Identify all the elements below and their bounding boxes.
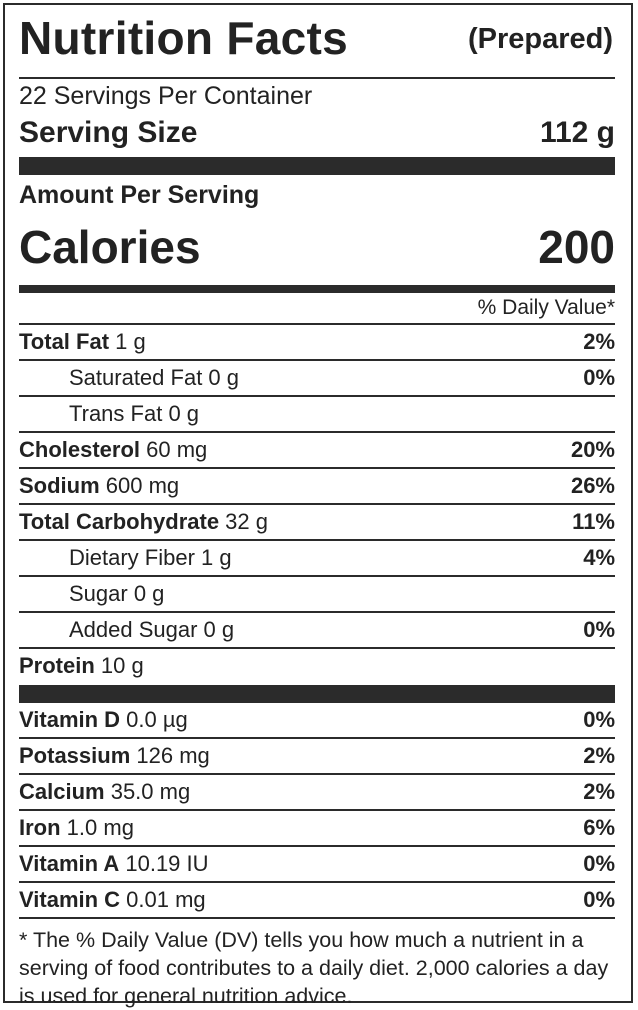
nutrient-row: Total Fat 1 g 2% [19, 323, 615, 359]
divider [19, 77, 615, 79]
nutrient-row: Vitamin D 0.0 µg 0% [19, 703, 615, 737]
nutrient-name: Vitamin C [19, 887, 121, 912]
nutrient-amount: 10 g [94, 653, 144, 678]
nutrient-amount: 0 g [202, 365, 240, 390]
thick-divider-vitamins [19, 685, 615, 703]
divider-footnote [19, 917, 615, 919]
nutrient-row: Vitamin C 0.01 mg 0% [19, 881, 615, 917]
daily-value-percent: 0% [583, 851, 615, 876]
nutrient-amount: 0 g [197, 617, 235, 642]
nutrient-amount: 126 mg [130, 743, 210, 768]
nutrient-label: Total Fat 1 g [19, 325, 146, 359]
nutrient-row: Dietary Fiber 1 g 4% [19, 539, 615, 575]
title-row: Nutrition Facts (Prepared) [19, 5, 615, 77]
daily-value-percent: 11% [572, 509, 615, 534]
nutrient-label: Cholesterol 60 mg [19, 433, 207, 467]
nutrient-row: Sugar 0 g [19, 575, 615, 611]
nutrient-name: Iron [19, 815, 61, 840]
nutrient-label: Vitamin A 10.19 IU [19, 847, 209, 881]
daily-value-percent: 0% [583, 617, 615, 642]
nutrient-label: Total Carbohydrate 32 g [19, 505, 268, 539]
nutrient-row: Vitamin A 10.19 IU 0% [19, 845, 615, 881]
serving-size-row: Serving Size 112 g [19, 113, 615, 157]
daily-value-percent: 6% [583, 815, 615, 840]
nutrient-amount: 1.0 mg [60, 815, 134, 840]
nutrient-row: Iron 1.0 mg 6% [19, 809, 615, 845]
nutrient-label: Protein 10 g [19, 649, 144, 683]
daily-value-percent: 0% [583, 887, 615, 912]
nutrient-amount: 35.0 mg [104, 779, 191, 804]
nutrient-label: Trans Fat 0 g [19, 397, 199, 431]
nutrient-list: Total Fat 1 g 2% Saturated Fat 0 g 0% Trans … [19, 323, 615, 683]
nutrient-name: Total Carbohydrate [19, 509, 220, 534]
nutrient-label: Dietary Fiber 1 g [19, 541, 232, 575]
nutrient-label: Added Sugar 0 g [19, 613, 234, 647]
footnote: * The % Daily Value (DV) tells you how m… [19, 928, 609, 1008]
daily-value-percent: 2% [583, 779, 615, 804]
nutrient-label: Sugar 0 g [19, 577, 164, 611]
nutrient-row: Protein 10 g [19, 647, 615, 683]
amount-per-serving: Amount Per Serving [19, 181, 260, 209]
label-title: Nutrition Facts [19, 12, 349, 64]
nutrient-label: Saturated Fat 0 g [19, 361, 239, 395]
nutrient-amount: 0 g [162, 401, 200, 426]
nutrient-amount: 10.19 IU [119, 851, 209, 876]
nutrient-name: Added Sugar [69, 617, 198, 642]
nutrient-row: Calcium 35.0 mg 2% [19, 773, 615, 809]
nutrient-label: Iron 1.0 mg [19, 811, 134, 845]
nutrient-name: Vitamin A [19, 851, 120, 876]
daily-value-percent: 2% [583, 743, 615, 768]
nutrient-name: Potassium [19, 743, 131, 768]
daily-value-percent: 4% [583, 545, 615, 570]
nutrient-label: Calcium 35.0 mg [19, 775, 190, 809]
nutrient-amount: 1 g [109, 329, 146, 354]
nutrient-row: Trans Fat 0 g [19, 395, 615, 431]
nutrient-name: Total Fat [19, 329, 110, 354]
daily-value-percent: 2% [583, 329, 615, 354]
nutrient-row: Potassium 126 mg 2% [19, 737, 615, 773]
prepared-qualifier: (Prepared) [467, 23, 613, 55]
nutrient-name: Dietary Fiber [69, 545, 195, 570]
serving-size-label: Serving Size [19, 116, 198, 149]
medium-divider [19, 285, 615, 293]
nutrient-name: Sodium [19, 473, 100, 498]
nutrient-name: Cholesterol [19, 437, 141, 462]
nutrient-name: Vitamin D [19, 707, 121, 732]
servings-per-container: 22 Servings Per Container [19, 82, 313, 110]
nutrient-name: Sugar [69, 581, 128, 606]
nutrient-amount: 1 g [194, 545, 232, 570]
daily-value-percent: 0% [583, 707, 615, 732]
daily-value-header: % Daily Value* [477, 296, 615, 319]
thick-divider [19, 157, 615, 175]
nutrient-row: Cholesterol 60 mg 20% [19, 431, 615, 467]
nutrient-amount: 0.01 mg [120, 887, 206, 912]
nutrient-name: Saturated Fat [69, 365, 203, 390]
daily-value-percent: 20% [570, 437, 615, 462]
vitamin-list: Vitamin D 0.0 µg 0% Potassium 126 mg 2% Calc… [19, 703, 615, 917]
nutrient-name: Trans Fat [69, 401, 163, 426]
nutrient-label: Vitamin C 0.01 mg [19, 883, 206, 917]
daily-value-percent: 0% [583, 365, 615, 390]
nutrient-row: Sodium 600 mg 26% [19, 467, 615, 503]
nutrient-amount: 600 mg [99, 473, 180, 498]
nutrient-row: Total Carbohydrate 32 g 11% [19, 503, 615, 539]
nutrient-amount: 0.0 µg [120, 707, 188, 732]
nutrient-name: Protein [19, 653, 95, 678]
nutrient-row: Added Sugar 0 g 0% [19, 611, 615, 647]
nutrient-amount: 0 g [127, 581, 165, 606]
nutrient-amount: 32 g [219, 509, 268, 534]
label-content: Nutrition Facts (Prepared) 22 Servings P… [19, 5, 615, 1010]
nutrition-facts-label: Nutrition Facts (Prepared) 22 Servings P… [3, 3, 633, 1008]
nutrient-label: Potassium 126 mg [19, 739, 210, 773]
daily-value-percent: 26% [570, 473, 615, 498]
nutrient-row: Saturated Fat 0 g 0% [19, 359, 615, 395]
calories-label: Calories [19, 221, 201, 273]
calories-row: Calories 200 [19, 215, 615, 285]
serving-size-value: 112 g [539, 116, 615, 149]
nutrient-label: Sodium 600 mg [19, 469, 179, 503]
calories-value: 200 [538, 221, 615, 273]
nutrient-name: Calcium [19, 779, 105, 804]
nutrient-amount: 60 mg [140, 437, 208, 462]
nutrient-label: Vitamin D 0.0 µg [19, 703, 188, 737]
